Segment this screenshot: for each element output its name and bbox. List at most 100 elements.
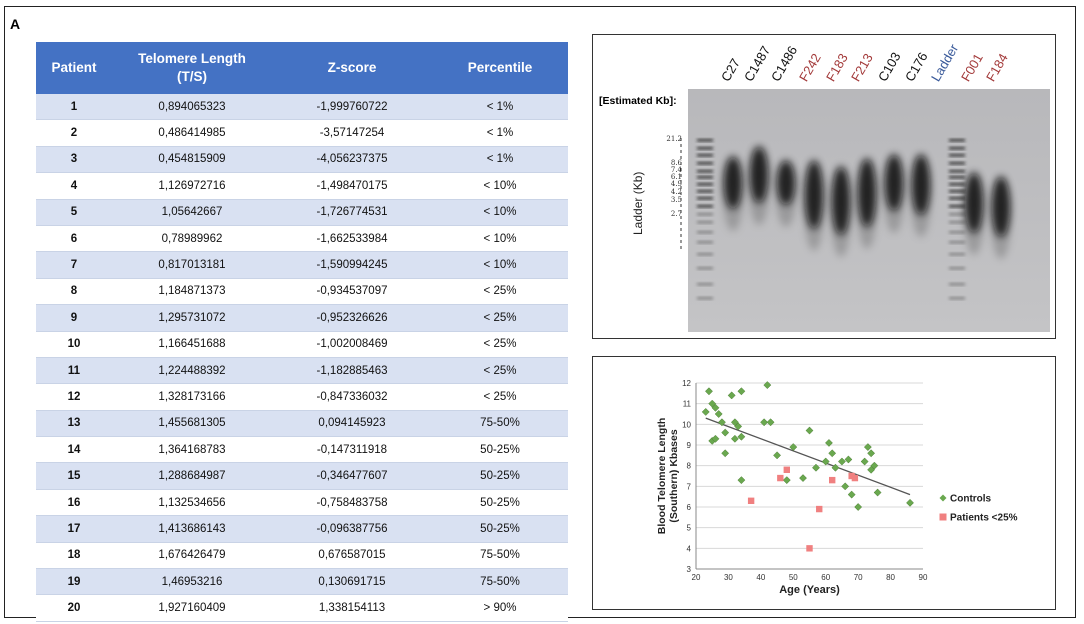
y-tick-label: 12 xyxy=(682,379,691,388)
cell-zscore: -0,758483758 xyxy=(272,489,432,517)
ladder-size-label: 7.4 xyxy=(671,166,683,174)
table-row: 7 0,817013181 -1,590994245 < 10% xyxy=(36,251,568,279)
cell-patient: 13 xyxy=(36,410,112,438)
table-row: 1 0,894065323 -1,999760722 < 1% xyxy=(36,94,568,121)
patient-point xyxy=(747,497,755,504)
telomere-table-grid: Patient Telomere Length (T/S) Z-score Pe… xyxy=(36,42,568,622)
cell-telomere-length: 1,184871373 xyxy=(112,278,272,306)
ladder-size-label: 3.5 xyxy=(671,196,682,204)
estimated-kb-label: [Estimated Kb]: xyxy=(599,95,677,107)
y-tick-label: 11 xyxy=(683,400,692,409)
ladder-band xyxy=(697,197,713,200)
ladder-lane xyxy=(697,139,713,300)
control-point xyxy=(717,418,726,427)
x-tick-label: 50 xyxy=(789,573,798,582)
cell-telomere-length: 0,78989962 xyxy=(112,225,272,253)
cell-zscore: -0,346477607 xyxy=(272,462,432,490)
ladder-band xyxy=(697,176,713,179)
cell-zscore: -1,498470175 xyxy=(272,172,432,200)
ladder-band xyxy=(697,231,713,234)
control-point xyxy=(766,418,775,427)
y-axis-title-line1: Blood Telomere Length xyxy=(656,418,668,534)
control-point xyxy=(828,449,837,458)
ladder-size-label: 4.9 xyxy=(671,180,682,188)
table-header-row: Patient Telomere Length (T/S) Z-score Pe… xyxy=(36,42,568,94)
cell-telomere-length: 1,05642667 xyxy=(112,199,272,226)
y-tick-label: 6 xyxy=(687,503,692,512)
control-point xyxy=(863,443,872,452)
control-point xyxy=(867,449,876,458)
control-point xyxy=(837,457,846,466)
cell-percentile: < 10% xyxy=(432,172,568,200)
patient-point xyxy=(829,476,836,484)
y-axis-title-line2: (Southern) Kbases xyxy=(668,429,680,523)
control-point xyxy=(705,387,713,396)
table-row: 8 1,184871373 -0,934537097 < 25% xyxy=(36,278,568,306)
patient-point xyxy=(816,505,823,513)
ladder-size-label: 8.6 xyxy=(671,159,683,167)
control-point xyxy=(721,428,730,437)
table-row: 4 1,126972716 -1,498470175 < 10% xyxy=(36,172,568,200)
gel-image: 21.2 8.67.46.14.94.23.5 2.7 xyxy=(666,89,1050,332)
cell-zscore: -3,57147254 xyxy=(272,119,432,147)
cell-patient: 17 xyxy=(36,515,112,543)
legend-patients-marker xyxy=(939,513,947,521)
cell-percentile: < 25% xyxy=(432,331,568,358)
x-tick-label: 60 xyxy=(821,573,830,582)
x-axis-title: Age (Years) xyxy=(779,584,840,596)
control-point xyxy=(730,434,739,443)
cell-patient: 8 xyxy=(36,278,112,306)
cell-patient: 11 xyxy=(36,357,112,385)
cell-patient: 4 xyxy=(36,172,112,200)
cell-zscore: -0,096387756 xyxy=(272,515,432,543)
ladder-band xyxy=(949,213,965,216)
cell-zscore: 0,676587015 xyxy=(272,542,432,570)
table-row: 5 1,05642667 -1,726774531 < 10% xyxy=(36,199,568,226)
cell-telomere-length: 1,328173166 xyxy=(112,383,272,411)
control-point xyxy=(870,461,879,470)
cell-percentile: < 1% xyxy=(432,119,568,147)
cell-zscore: 1,338154113 xyxy=(272,594,432,622)
ladder-size-label: 2.7 xyxy=(671,210,682,218)
ladder-band xyxy=(697,147,713,150)
control-point xyxy=(847,490,856,499)
y-tick-label: 10 xyxy=(682,420,691,429)
scatter-panel: 3 4 5 6 7 8 9 10 11 12 20 30 40 50 60 70 80 90 Age (Years)… xyxy=(592,356,1056,610)
cell-zscore: -1,182885463 xyxy=(272,357,432,385)
x-tick-label: 70 xyxy=(854,573,863,582)
header-patient: Patient xyxy=(36,42,112,94)
control-point xyxy=(789,443,798,452)
ladder-size-label: 4.2 xyxy=(671,188,682,196)
ladder-band xyxy=(949,267,965,270)
legend-label: Patients <25% xyxy=(950,513,1018,524)
cell-zscore: -1,002008469 xyxy=(272,331,432,358)
y-tick-label: 3 xyxy=(687,565,692,574)
cell-patient: 9 xyxy=(36,304,112,332)
trendline xyxy=(705,417,911,496)
cell-telomere-length: 0,454815909 xyxy=(112,146,272,174)
cell-percentile: 75-50% xyxy=(432,568,568,596)
ladder-band xyxy=(697,213,713,216)
control-point xyxy=(854,503,863,511)
table-row: 12 1,328173166 -0,847336032 < 25% xyxy=(36,383,568,411)
control-point xyxy=(701,407,710,416)
cell-zscore: -0,934537097 xyxy=(272,278,432,306)
control-point xyxy=(760,418,769,427)
cell-patient: 19 xyxy=(36,568,112,596)
cell-percentile: < 10% xyxy=(432,225,568,253)
cell-percentile: 50-25% xyxy=(432,462,568,490)
patient-point xyxy=(806,545,813,552)
table-row: 17 1,413686143 -0,096387756 50-25% xyxy=(36,515,568,543)
control-point xyxy=(711,434,720,443)
cell-telomere-length: 0,894065323 xyxy=(112,94,272,121)
control-point xyxy=(737,432,746,441)
patient-point xyxy=(848,472,855,480)
control-point xyxy=(844,455,853,464)
cell-telomere-length: 0,817013181 xyxy=(112,251,272,279)
control-point xyxy=(821,457,830,466)
cell-patient: 1 xyxy=(36,94,112,121)
panel-a-letter: A xyxy=(10,16,21,32)
sample-smear xyxy=(964,171,984,255)
ladder-band xyxy=(949,190,965,193)
control-point xyxy=(714,410,723,418)
